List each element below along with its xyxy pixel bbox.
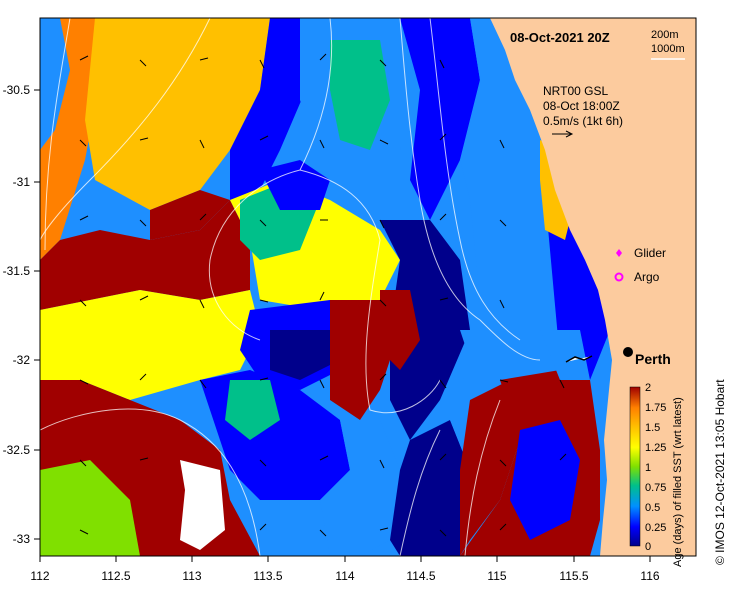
colorbar-tick: 1.25 [645, 442, 666, 454]
y-tick-label: -31 [13, 175, 31, 189]
map-frame [39, 17, 697, 557]
y-axis-labels: -30.5 -31 -31.5 -32 -32.5 -33 [3, 83, 31, 546]
colorbar-tick: 1 [645, 462, 651, 474]
sst-field [40, 18, 696, 556]
x-tick-label: 113.5 [253, 569, 282, 583]
x-tick-label: 114.5 [406, 569, 435, 583]
x-tick-label: 115.5 [559, 569, 588, 583]
bathymetry-contours [40, 18, 541, 556]
glider-icon [616, 249, 622, 257]
scale-arrow-icon [552, 130, 574, 138]
y-tick-label: -30.5 [3, 83, 31, 97]
current-scale-label: 0.5m/s (1kt 6h) [543, 114, 623, 128]
x-tick-label: 116 [640, 569, 659, 583]
y-tick-label: -32 [13, 353, 31, 367]
colorbar-gradient [629, 386, 641, 547]
colorbar-tick: 2 [645, 382, 651, 394]
glider-label: Glider [634, 246, 666, 260]
x-tick-label: 112 [30, 569, 49, 583]
colorbar-tick: 0.25 [645, 522, 666, 534]
current-source-label: NRT00 GSL [543, 84, 608, 98]
colorbar: 2 1.75 1.5 1.25 1 0.75 0.5 0.25 0 Age (d… [629, 382, 684, 567]
perth-marker [623, 347, 633, 357]
map-title: 08-Oct-2021 20Z [510, 30, 610, 45]
glider-legend: Glider [616, 246, 666, 260]
colorbar-tick: 0.5 [645, 502, 660, 514]
argo-legend: Argo [614, 270, 660, 284]
credit-text: © IMOS 12-Oct-2021 13:05 Hobart [713, 379, 727, 565]
x-tick-label: 114 [335, 569, 354, 583]
contour-legend-200m: 200m [651, 29, 679, 41]
x-tick-label: 115 [487, 569, 506, 583]
swan-river-icon [565, 355, 593, 363]
land-mass [490, 18, 696, 556]
colorbar-tick: 0.75 [645, 482, 666, 494]
argo-icon [614, 272, 624, 282]
x-tick-label: 112.5 [101, 569, 130, 583]
colorbar-label: Age (days) of filled SST (wrt latest) [672, 397, 684, 567]
colorbar-tick: 0 [645, 541, 651, 553]
contour-legend-1000m: 1000m [651, 43, 685, 55]
y-tick-label: -31.5 [3, 264, 31, 278]
current-time-label: 08-Oct 18:00Z [543, 99, 620, 113]
colorbar-tick: 1.5 [645, 422, 660, 434]
perth-label: Perth [635, 351, 671, 367]
x-tick-label: 113 [182, 569, 201, 583]
colorbar-tick: 1.75 [645, 402, 666, 414]
axis-ticks [34, 89, 651, 562]
y-tick-label: -33 [13, 532, 31, 546]
current-vectors [79, 53, 567, 537]
argo-label: Argo [634, 270, 660, 284]
y-tick-label: -32.5 [3, 443, 31, 457]
x-axis-labels: 112 112.5 113 113.5 114 114.5 115 115.5 … [30, 569, 659, 583]
